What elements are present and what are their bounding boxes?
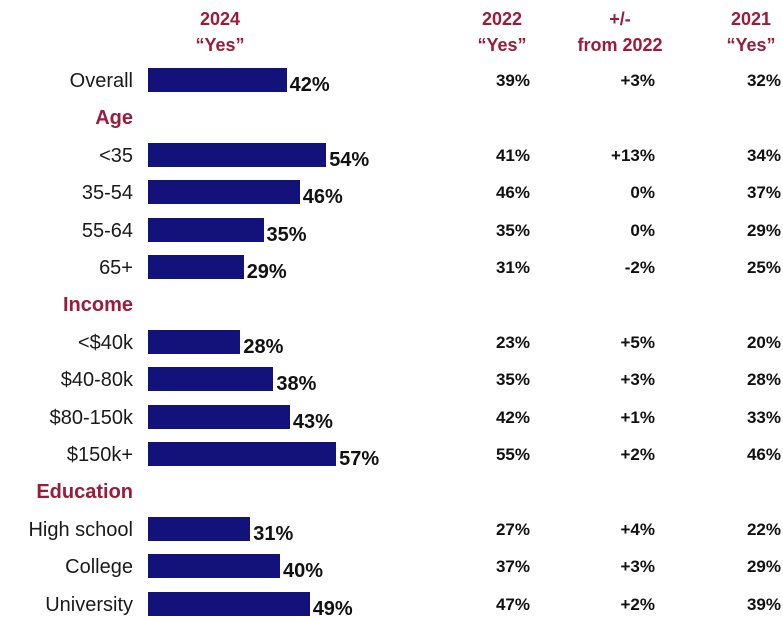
row-label: College [65,554,133,580]
value-diff: 0% [630,180,655,206]
value-diff: -2% [625,255,655,281]
section-row: Education [0,477,783,507]
value-2022: 31% [496,255,530,281]
bar [148,442,336,466]
row-label: <$40k [78,330,133,356]
header-2024-year: 2024 [150,6,290,32]
section-title: Age [95,105,133,131]
header-2024-yes: “Yes” [150,32,290,58]
table-row: <35 54% 41% +13% 34% [0,141,783,171]
row-label: $150k+ [67,442,133,468]
value-2021: 34% [747,143,781,169]
section-row: Age [0,103,783,133]
bar-value-label: 35% [267,222,307,248]
bar-value-label: 31% [253,521,293,547]
value-2022: 42% [496,405,530,431]
table-row: $40-80k 38% 35% +3% 28% [0,365,783,395]
value-diff: 0% [630,218,655,244]
value-2021: 20% [747,330,781,356]
value-diff: +3% [621,68,656,94]
table-row: $80-150k 43% 42% +1% 33% [0,403,783,433]
value-2021: 46% [747,442,781,468]
bar [148,592,310,616]
value-2021: 37% [747,180,781,206]
row-label: 35-54 [82,180,133,206]
value-2022: 39% [496,68,530,94]
row-label: $40-80k [61,367,133,393]
value-diff: +4% [621,517,656,543]
value-2021: 25% [747,255,781,281]
value-diff: +1% [621,405,656,431]
bar [148,68,287,92]
bar-value-label: 42% [290,72,330,98]
row-label: $80-150k [50,405,133,431]
bar-value-label: 29% [247,259,287,285]
value-diff: +5% [621,330,656,356]
header-2022: 2022 “Yes” [462,6,542,58]
header-diff-sign: +/- [560,6,680,32]
table-row: 55-64 35% 35% 0% 29% [0,216,783,246]
bar [148,255,244,279]
bar [148,180,300,204]
bar [148,554,280,578]
value-2022: 41% [496,143,530,169]
header-2021: 2021 “Yes” [715,6,783,58]
bar [148,330,240,354]
table-row: College 40% 37% +3% 29% [0,552,783,582]
bar [148,218,264,242]
table-row: 35-54 46% 46% 0% 37% [0,178,783,208]
value-2021: 32% [747,68,781,94]
value-2021: 33% [747,405,781,431]
value-2022: 46% [496,180,530,206]
table-row: Overall 42% 39% +3% 32% [0,66,783,96]
value-2022: 37% [496,554,530,580]
row-label: 55-64 [82,218,133,244]
value-2022: 27% [496,517,530,543]
bar [148,405,290,429]
header-2024: 2024 “Yes” [150,6,290,58]
value-2022: 23% [496,330,530,356]
bar-value-label: 28% [243,334,283,360]
table-row: <$40k 28% 23% +5% 20% [0,328,783,358]
header-diff: +/- from 2022 [560,6,680,58]
bar-value-label: 54% [329,147,369,173]
value-diff: +3% [621,554,656,580]
bar-value-label: 46% [303,184,343,210]
row-label: Overall [70,68,133,94]
header-2022-year: 2022 [462,6,542,32]
row-label: <35 [99,143,133,169]
value-2021: 22% [747,517,781,543]
bar [148,517,250,541]
row-label: High school [28,517,133,543]
section-title: Education [36,479,133,505]
value-2021: 28% [747,367,781,393]
value-2021: 29% [747,218,781,244]
header-diff-from: from 2022 [560,32,680,58]
table-row: 65+ 29% 31% -2% 25% [0,253,783,283]
value-2021: 29% [747,554,781,580]
value-2022: 35% [496,367,530,393]
table-row: $150k+ 57% 55% +2% 46% [0,440,783,470]
value-diff: +13% [611,143,655,169]
section-row: Income [0,290,783,320]
value-diff: +3% [621,367,656,393]
value-2022: 55% [496,442,530,468]
row-label: 65+ [99,255,133,281]
value-diff: +2% [621,442,656,468]
header-2021-yes: “Yes” [715,32,783,58]
table-row: High school 31% 27% +4% 22% [0,515,783,545]
bar [148,367,273,391]
bar-value-label: 57% [339,446,379,472]
header-2021-year: 2021 [715,6,783,32]
bar-value-label: 43% [293,409,333,435]
bar [148,143,326,167]
bar-value-label: 38% [276,371,316,397]
bar-value-label: 40% [283,558,323,584]
header-2022-yes: “Yes” [462,32,542,58]
section-title: Income [63,292,133,318]
value-2022: 35% [496,218,530,244]
bar-value-label: 49% [313,596,353,622]
